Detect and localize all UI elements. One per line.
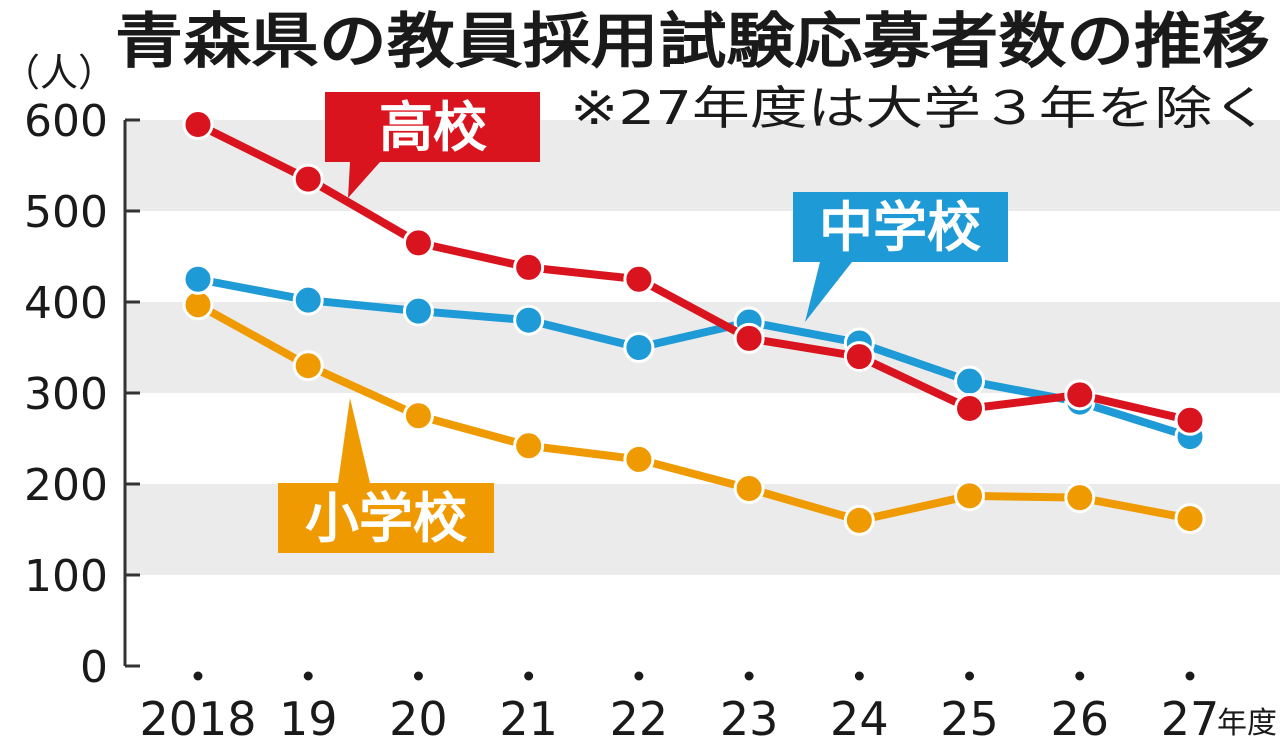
x-tick-label: 26 — [1051, 692, 1110, 741]
data-point — [623, 332, 655, 363]
series-label: 中学校 — [819, 196, 981, 259]
data-point — [513, 251, 545, 283]
y-axis-unit: （人） — [2, 51, 116, 95]
y-tick-label: 500 — [24, 187, 108, 238]
x-tick-label: 20 — [389, 692, 448, 741]
x-tick-dot — [1185, 671, 1195, 681]
data-point — [182, 289, 214, 321]
series-label: 高校 — [379, 96, 487, 159]
data-point — [623, 263, 655, 295]
data-point — [1064, 379, 1096, 411]
grid-band — [125, 120, 1280, 211]
x-tick-label: 2018 — [139, 692, 256, 741]
x-tick-dot — [303, 671, 313, 681]
data-point — [1174, 503, 1206, 535]
x-tick-label: 25 — [940, 692, 999, 741]
chart-note: ※27年度は大学３年を除く — [570, 81, 1270, 135]
x-tick-label: 24 — [830, 692, 889, 741]
x-axis-unit: 年度 — [1217, 706, 1277, 741]
callout-box — [278, 483, 494, 553]
data-point — [292, 350, 324, 382]
x-tick-dot — [744, 671, 754, 681]
y-tick-label: 0 — [80, 642, 108, 693]
data-point — [402, 400, 434, 432]
x-tick-dot — [965, 671, 975, 681]
data-point — [1174, 404, 1206, 436]
y-tick-label: 200 — [24, 460, 108, 511]
series-line — [196, 301, 1191, 525]
data-point — [954, 365, 986, 397]
callout-pointer — [805, 262, 852, 322]
data-point — [843, 341, 875, 373]
series-lines — [182, 109, 1206, 536]
callout-pointer — [338, 398, 370, 483]
chart-title: 青森県の教員採用試験応募者数の推移 — [115, 7, 1270, 77]
x-tick-dot — [634, 671, 644, 681]
x-tick-dot — [524, 671, 534, 681]
x-tick-label: 19 — [279, 692, 338, 741]
x-tick-dot — [193, 671, 203, 681]
x-tick-label: 27 — [1161, 692, 1220, 741]
data-point — [1064, 482, 1096, 514]
y-axis: 0 100 200 300 400 500 600 2018 19 20 21 22 23 24 25 26 2… — [24, 96, 1277, 741]
data-point — [733, 473, 765, 505]
y-tick-label: 100 — [24, 551, 108, 602]
data-point — [402, 295, 434, 327]
x-tick-label: 21 — [499, 692, 558, 741]
x-tick-label: 23 — [720, 692, 779, 741]
data-point — [292, 163, 324, 195]
series-label: 小学校 — [305, 487, 467, 550]
callout-pointer — [348, 162, 380, 198]
data-point — [954, 480, 986, 512]
data-point — [954, 392, 986, 424]
data-point — [843, 504, 875, 536]
data-point — [623, 443, 655, 475]
data-point — [513, 304, 545, 336]
data-point — [513, 430, 545, 462]
y-tick-label: 400 — [24, 278, 108, 329]
data-point — [292, 284, 324, 316]
y-tick-label: 600 — [24, 96, 108, 147]
x-tick-label: 22 — [610, 692, 669, 741]
x-tick-dot — [413, 671, 423, 681]
x-tick-dot — [854, 671, 864, 681]
series-line — [196, 120, 1191, 425]
callout-box — [325, 92, 540, 162]
series-line — [197, 275, 1192, 441]
data-point — [182, 263, 214, 295]
data-point — [733, 322, 765, 354]
y-tick-label: 300 — [24, 369, 108, 420]
x-tick-dot — [1075, 671, 1085, 681]
data-point — [402, 227, 434, 259]
data-point — [182, 109, 214, 141]
callout-box — [793, 192, 1008, 262]
